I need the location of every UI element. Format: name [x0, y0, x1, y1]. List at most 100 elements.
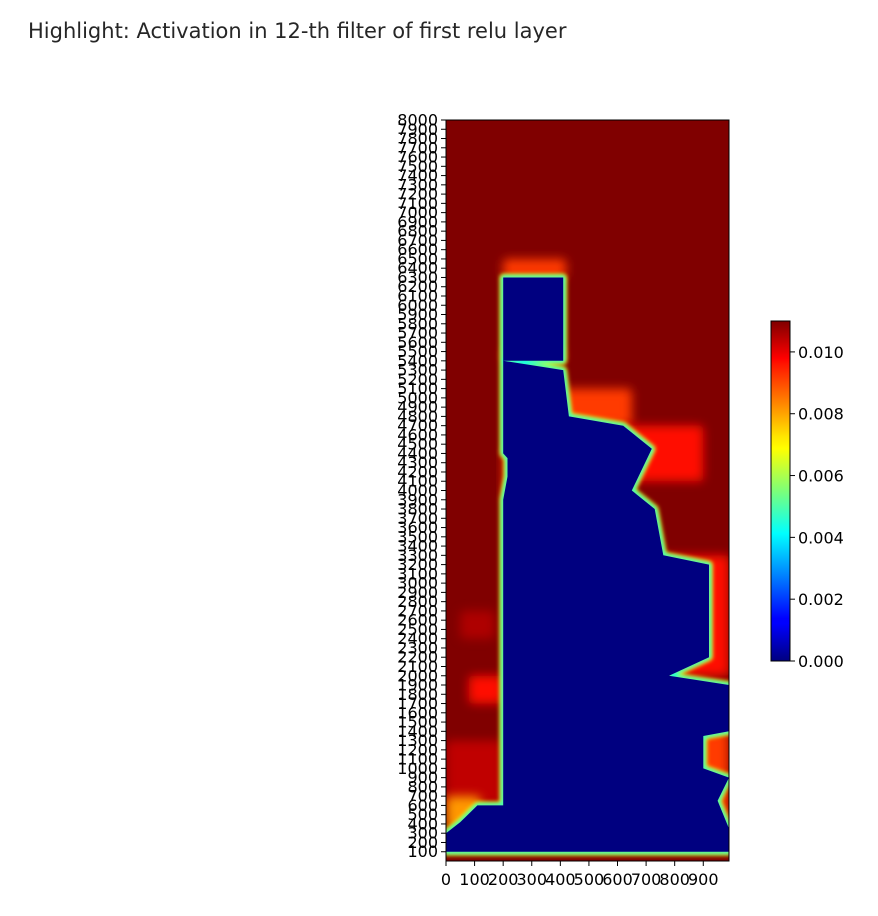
- x-tick-label: 600: [602, 870, 633, 889]
- colorbar-tick-label: 0.002: [798, 590, 844, 609]
- y-tick-label: 700: [407, 787, 438, 806]
- y-tick-label: 300: [407, 824, 438, 843]
- y-tick-label: 6300: [397, 268, 438, 287]
- heatmap-edge-band: [460, 610, 495, 639]
- colorbar-gradient: [770, 320, 791, 662]
- heatmap-edge-band: [468, 675, 504, 704]
- y-tick-label: 7400: [397, 166, 438, 185]
- y-tick-label: 400: [407, 814, 438, 833]
- y-tick-label: 1500: [397, 713, 438, 732]
- y-tick-label: 4700: [397, 416, 438, 435]
- y-tick-label: 7300: [397, 175, 438, 194]
- y-tick-label: 100: [407, 842, 438, 861]
- colorbar-tick-label: 0.010: [798, 343, 844, 362]
- y-tick-label: 6800: [397, 222, 438, 241]
- y-tick-label: 600: [407, 796, 438, 815]
- colorbar-tick-label: 0.004: [798, 528, 844, 547]
- x-tick-label: 500: [574, 870, 605, 889]
- colorbar-tick-label: 0.000: [798, 652, 844, 671]
- y-tick-label: 1600: [397, 703, 438, 722]
- y-tick-label: 5800: [397, 314, 438, 333]
- y-tick-label: 3600: [397, 518, 438, 537]
- y-tick-label: 3700: [397, 509, 438, 528]
- y-tick-label: 1700: [397, 694, 438, 713]
- x-tick-label: 300: [516, 870, 547, 889]
- heatmap-edge-band: [446, 740, 504, 806]
- y-tick-label: 5100: [397, 379, 438, 398]
- y-tick-label: 4600: [397, 425, 438, 444]
- y-tick-label: 1900: [397, 676, 438, 695]
- x-tick-label: 400: [545, 870, 576, 889]
- y-tick-label: 7600: [397, 148, 438, 167]
- y-tick-label: 7800: [397, 129, 438, 148]
- y-tick-label: 5000: [397, 388, 438, 407]
- y-tick-label: 3000: [397, 574, 438, 593]
- y-tick-label: 1300: [397, 731, 438, 750]
- y-tick-label: 3900: [397, 490, 438, 509]
- x-tick-label: 0: [441, 870, 451, 889]
- y-tick-label: 1000: [397, 759, 438, 778]
- x-tick-label: 800: [659, 870, 690, 889]
- y-tick-label: 2800: [397, 592, 438, 611]
- y-tick-label: 7200: [397, 185, 438, 204]
- heatmap-edge-band: [503, 258, 567, 278]
- y-tick-label: 7700: [397, 138, 438, 157]
- y-tick-label: 2200: [397, 648, 438, 667]
- y-tick-label: 4000: [397, 481, 438, 500]
- colorbar-tick-label: 0.006: [798, 467, 844, 486]
- y-tick-label: 8000: [397, 111, 438, 130]
- y-tick-label: 5200: [397, 370, 438, 389]
- y-tick-label: 1100: [397, 750, 438, 769]
- y-tick-label: 5300: [397, 361, 438, 380]
- y-tick-label: 2300: [397, 638, 438, 657]
- y-tick-label: 6400: [397, 259, 438, 278]
- chart-title: Highlight: Activation in 12-th filter of…: [28, 19, 567, 43]
- y-tick-label: 2400: [397, 629, 438, 648]
- y-tick-label: 4300: [397, 453, 438, 472]
- y-tick-label: 6900: [397, 212, 438, 231]
- y-tick-label: 200: [407, 833, 438, 852]
- y-axis: 1002003004005006007008009001000110012001…: [397, 111, 446, 861]
- y-tick-label: 3200: [397, 555, 438, 574]
- y-tick-label: 4100: [397, 472, 438, 491]
- y-tick-label: 7900: [397, 120, 438, 139]
- colorbar: 0.000 0.002 0.004 0.006 0.008 0.010: [770, 320, 844, 671]
- x-tick-label: 700: [631, 870, 662, 889]
- y-tick-label: 5500: [397, 342, 438, 361]
- y-tick-label: 5700: [397, 324, 438, 343]
- y-tick-label: 6600: [397, 240, 438, 259]
- y-tick-label: 4500: [397, 435, 438, 454]
- y-tick-label: 4800: [397, 407, 438, 426]
- y-tick-label: 1200: [397, 740, 438, 759]
- y-tick-label: 500: [407, 805, 438, 824]
- y-tick-label: 2900: [397, 583, 438, 602]
- heatmap-low-region: [446, 277, 729, 852]
- y-tick-label: 5900: [397, 305, 438, 324]
- y-tick-label: 6500: [397, 249, 438, 268]
- y-tick-label: 1400: [397, 722, 438, 741]
- y-tick-label: 6000: [397, 296, 438, 315]
- y-tick-label: 2000: [397, 666, 438, 685]
- y-tick-label: 4200: [397, 462, 438, 481]
- y-tick-label: 6200: [397, 277, 438, 296]
- y-tick-label: 4900: [397, 398, 438, 417]
- y-tick-label: 6100: [397, 286, 438, 305]
- y-tick-label: 3100: [397, 564, 438, 583]
- y-tick-label: 3400: [397, 537, 438, 556]
- y-tick-label: 2700: [397, 601, 438, 620]
- y-tick-label: 900: [407, 768, 438, 787]
- x-tick-label: 200: [488, 870, 519, 889]
- y-tick-label: 7000: [397, 203, 438, 222]
- heatmap: [446, 120, 729, 861]
- y-tick-label: 3300: [397, 546, 438, 565]
- y-tick-label: 2100: [397, 657, 438, 676]
- y-tick-label: 3500: [397, 527, 438, 546]
- y-tick-label: 7100: [397, 194, 438, 213]
- y-tick-label: 3800: [397, 500, 438, 519]
- x-tick-label: 100: [459, 870, 490, 889]
- x-tick-label: 900: [688, 870, 719, 889]
- y-tick-label: 2500: [397, 620, 438, 639]
- y-tick-label: 7500: [397, 157, 438, 176]
